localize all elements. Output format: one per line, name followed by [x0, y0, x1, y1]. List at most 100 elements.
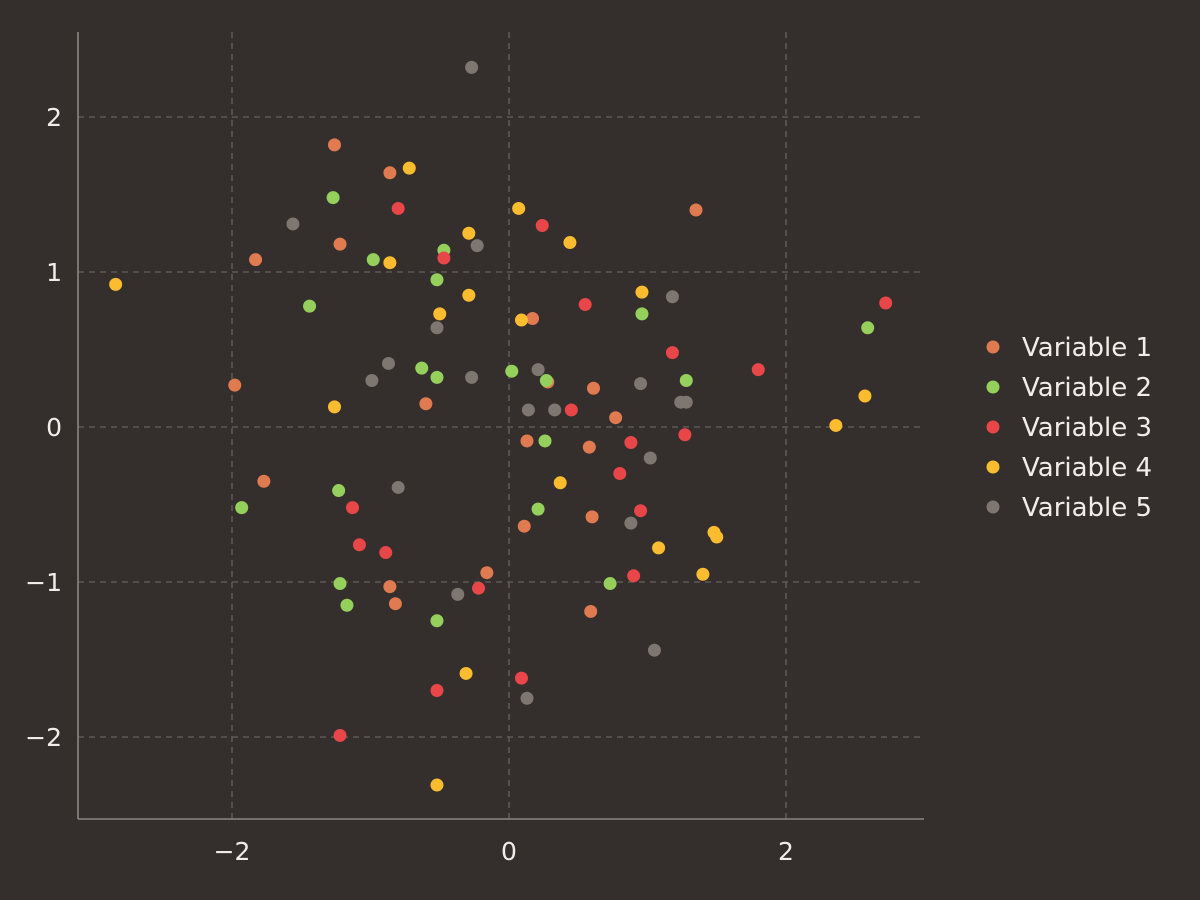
tick-labels: −2 0 2 −2 −1 0 1 2 [25, 103, 794, 866]
data-point [539, 374, 553, 387]
y-tick-label: −2 [25, 723, 62, 752]
data-point [584, 604, 598, 618]
data-point [451, 587, 465, 601]
grid-lines [78, 32, 924, 819]
data-point [333, 728, 347, 742]
series-2-points [235, 191, 875, 628]
data-points [109, 60, 893, 792]
data-point [526, 312, 540, 325]
legend-label: Variable 1 [1022, 333, 1152, 363]
data-point [383, 580, 397, 594]
data-point [345, 501, 359, 515]
y-tick-label: 2 [46, 103, 62, 132]
legend-marker [986, 340, 1000, 354]
data-point [585, 510, 599, 524]
data-point [286, 217, 300, 231]
data-point [437, 251, 451, 265]
legend-marker [986, 460, 1000, 474]
legend-label: Variable 4 [1022, 453, 1152, 483]
data-point [563, 236, 577, 250]
data-point [634, 377, 648, 391]
data-point [624, 516, 638, 530]
data-point [391, 480, 405, 494]
legend: Variable 1 Variable 2 Variable 3 Variable 4… [986, 333, 1152, 523]
data-point [249, 253, 263, 267]
data-point [647, 643, 661, 657]
data-point [531, 363, 545, 377]
data-point [430, 778, 444, 792]
legend-label: Variable 2 [1022, 373, 1152, 403]
data-point [235, 501, 249, 515]
data-point [652, 541, 666, 555]
data-point [520, 434, 534, 448]
data-point [635, 285, 649, 299]
data-point [388, 597, 402, 611]
data-point [480, 566, 494, 580]
data-point [678, 428, 692, 442]
data-point [327, 138, 341, 152]
data-point [327, 400, 341, 414]
data-point [257, 474, 271, 488]
data-point [382, 356, 396, 370]
data-point [505, 364, 519, 378]
data-point [858, 389, 872, 403]
data-point [326, 191, 340, 205]
data-point [679, 374, 693, 387]
series-5-points [286, 60, 693, 705]
data-point [553, 476, 567, 490]
data-point [419, 397, 433, 411]
data-point [415, 361, 429, 375]
data-point [609, 411, 623, 425]
data-point [512, 201, 526, 215]
data-point [383, 256, 397, 270]
data-point [829, 418, 843, 432]
x-tick-label: −2 [214, 837, 251, 866]
data-point [535, 219, 549, 232]
data-point [578, 298, 592, 312]
data-point [332, 484, 346, 498]
data-point [109, 277, 123, 291]
data-point [665, 346, 679, 360]
data-point [517, 519, 531, 533]
data-point [430, 370, 444, 384]
data-point [433, 307, 447, 321]
legend-marker [986, 420, 1000, 434]
data-point [383, 166, 397, 180]
data-point [430, 273, 444, 287]
data-point [465, 370, 479, 384]
legend-marker [986, 500, 1000, 514]
data-point [531, 502, 545, 516]
axes [77, 32, 924, 820]
series-3-points [333, 201, 893, 742]
data-point [340, 598, 354, 612]
data-point [564, 403, 578, 417]
data-point [470, 239, 484, 253]
data-point [521, 403, 535, 417]
data-point [665, 290, 679, 304]
data-point [679, 395, 693, 409]
data-point [751, 363, 765, 377]
data-point [472, 581, 486, 595]
data-point [379, 546, 393, 560]
data-point [538, 434, 552, 448]
legend-label: Variable 3 [1022, 413, 1152, 443]
data-point [514, 671, 528, 685]
data-point [228, 378, 242, 392]
data-point [627, 569, 641, 583]
data-point [696, 567, 710, 581]
data-point [689, 203, 703, 217]
data-point [520, 691, 534, 705]
data-point [462, 288, 476, 302]
data-point [352, 538, 366, 552]
data-point [586, 381, 600, 395]
data-point [861, 321, 875, 335]
data-point [430, 614, 444, 628]
y-tick-label: −1 [25, 568, 62, 597]
data-point [613, 467, 627, 480]
data-point [548, 403, 562, 417]
data-point [333, 237, 347, 251]
data-point [710, 530, 724, 544]
data-point [643, 451, 657, 465]
